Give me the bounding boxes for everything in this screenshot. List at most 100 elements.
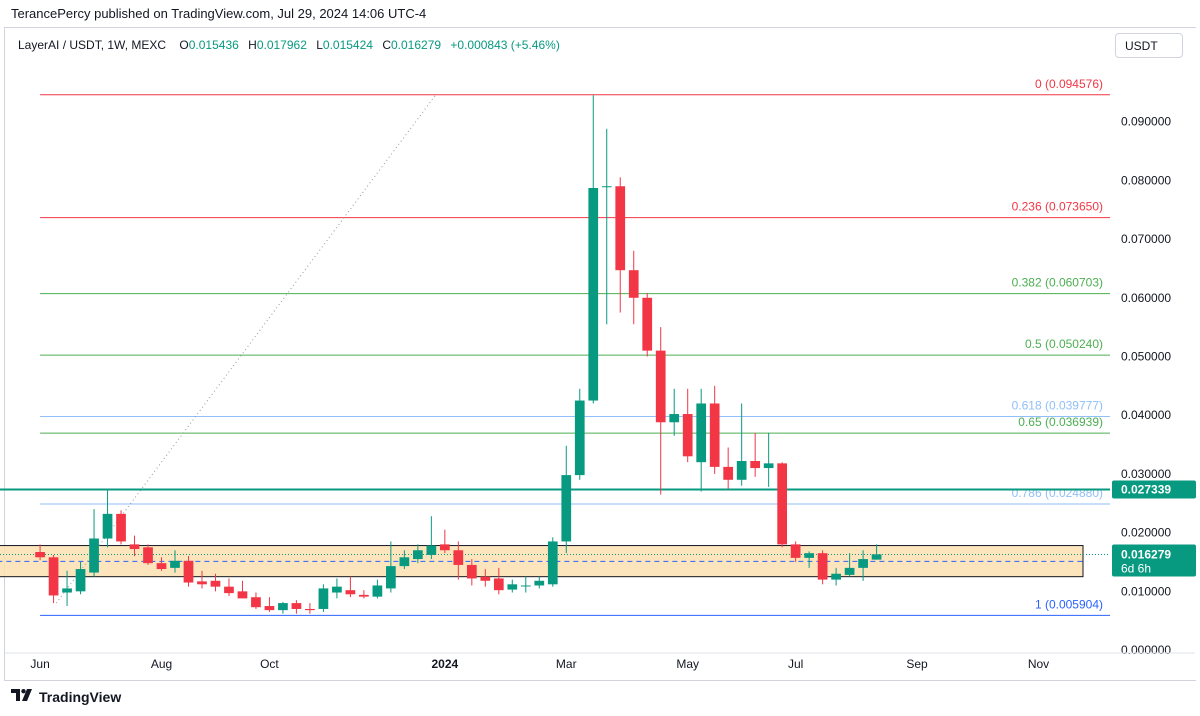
price-axis-tick: 0.090000 [1121, 115, 1171, 129]
candle-body [534, 580, 545, 586]
low-key: L [316, 38, 323, 52]
time-axis-label: Nov [1028, 657, 1049, 671]
candle-body [601, 186, 612, 188]
candle-body [116, 513, 126, 542]
currency-button[interactable]: USDT [1115, 33, 1183, 58]
candle-body [520, 585, 531, 587]
candle-body [777, 463, 787, 545]
footer-brand[interactable]: TradingView [39, 689, 122, 705]
last-price-tag-text: 0.016279 [1121, 547, 1171, 561]
bar-countdown-text: 6d 6h [1121, 561, 1151, 575]
time-axis-label: May [676, 657, 699, 671]
horizontal-level-tag [1112, 480, 1196, 499]
candle-body [413, 550, 423, 560]
candle-body [345, 590, 356, 595]
candle-body [655, 350, 666, 423]
price-axis-tick: 0.070000 [1121, 232, 1171, 246]
price-axis-tick: 0.050000 [1121, 350, 1171, 364]
candle-body [817, 553, 828, 580]
fib-level-label: 0.65 (0.036939) [1018, 415, 1103, 429]
horizontal-level-tag-text: 0.027339 [1121, 483, 1171, 497]
last-price-tag [1112, 544, 1196, 577]
candle-body [48, 557, 59, 596]
candle-body [129, 544, 140, 550]
price-axis-tick: 0.080000 [1121, 173, 1171, 187]
candle-body [318, 588, 329, 609]
candle-body [332, 586, 342, 593]
candle-body [102, 513, 113, 539]
candle-body [696, 403, 707, 463]
time-axis-label: Mar [556, 657, 577, 671]
fib-level-label: 0.382 (0.060703) [1012, 276, 1103, 290]
candle-body [507, 584, 518, 590]
candle-body [615, 186, 626, 271]
price-axis-tick: 0.040000 [1121, 408, 1171, 422]
fib-level-label: 0 (0.094576) [1035, 77, 1103, 91]
price-axis-tick: 0.000000 [1121, 643, 1171, 657]
candle-body [858, 559, 868, 568]
candle-body [588, 187, 599, 401]
candle-body [359, 594, 369, 597]
price-axis-tick: 0.030000 [1121, 467, 1171, 481]
low-value: 0.015424 [322, 38, 373, 52]
price-axis-tick: 0.020000 [1121, 526, 1171, 540]
time-axis-label: Oct [260, 657, 279, 671]
candle-body [291, 603, 302, 609]
candle-body [62, 588, 72, 593]
time-axis-label: 2024 [431, 657, 458, 671]
tradingview-logo-icon[interactable] [11, 688, 33, 706]
candle-body [278, 603, 288, 611]
candle-body [399, 557, 410, 567]
candle-body [156, 563, 167, 570]
open-key: O [179, 38, 189, 52]
candle-body [831, 573, 841, 580]
candle-body [224, 586, 234, 594]
candle-body [237, 591, 248, 599]
fib-level-label: 1 (0.005904) [1035, 597, 1103, 611]
ohlc-legend: LayerAI / USDT, 1W, MEXC O0.015436 H0.01… [18, 38, 566, 52]
candle-body [493, 578, 504, 591]
close-value: 0.016279 [390, 38, 442, 52]
candle-body [89, 538, 99, 573]
candle-body [251, 597, 261, 608]
fib-level-label: 0.5 (0.050240) [1025, 337, 1103, 351]
candle-body [844, 567, 855, 575]
candle-body [574, 400, 585, 476]
candle-body [466, 564, 477, 579]
time-axis-label: Jul [788, 657, 803, 671]
close-key: C [382, 38, 391, 52]
candle-body [628, 270, 639, 298]
candle-body [669, 414, 680, 423]
candle-body [561, 475, 572, 542]
fib-level-label: 0.236 (0.073650) [1012, 200, 1103, 214]
candle-body [790, 544, 801, 558]
time-axis-label: Jun [30, 657, 49, 671]
high-key: H [248, 38, 257, 52]
candle-body [547, 541, 558, 585]
candle-body [480, 576, 491, 581]
fib-level-label: 0.786 (0.024880) [1012, 486, 1103, 500]
candle-body [426, 545, 437, 555]
candle-body [197, 581, 207, 585]
candle-body [723, 466, 734, 480]
candle-body [439, 544, 450, 551]
candle-body [35, 552, 45, 558]
high-value: 0.017962 [256, 38, 307, 52]
candle-body [210, 580, 221, 587]
candle-body [709, 403, 720, 467]
candle-body [682, 414, 693, 457]
candle-body [750, 461, 761, 469]
time-axis-label: Sep [906, 657, 928, 671]
candle-body [804, 553, 814, 558]
candle-body [170, 560, 180, 568]
candle-body [183, 560, 194, 583]
symbol-label[interactable]: LayerAI / USDT, 1W, MEXC [18, 38, 167, 52]
price-axis-tick: 0.060000 [1121, 291, 1171, 305]
publisher-caption: TerancePercy published on TradingView.co… [11, 6, 427, 21]
candle-body [143, 547, 153, 564]
open-value: 0.015436 [188, 38, 239, 52]
change-value: +0.000843 (+5.46%) [450, 38, 560, 52]
fib-level-label: 0.618 (0.039777) [1012, 399, 1103, 413]
candle-body [372, 585, 383, 597]
